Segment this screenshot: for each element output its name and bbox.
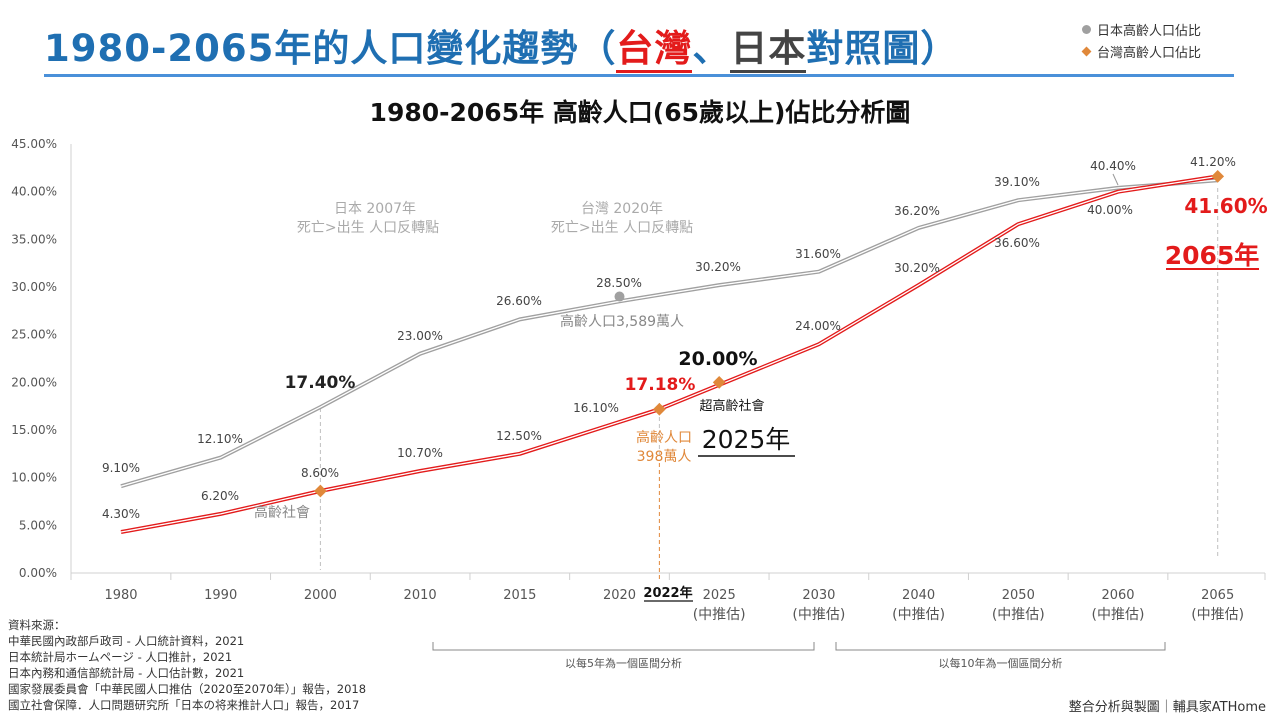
x-tick-label: 2020	[603, 588, 636, 603]
title-underline	[44, 74, 1234, 77]
y-tick-label: 20.00%	[11, 375, 57, 389]
series-line-inner	[120, 179, 1218, 487]
annotation-taiwan-turn: 死亡>出生 人口反轉點	[551, 220, 693, 236]
title-suffix: 對照圖）	[806, 27, 959, 70]
taiwan-data-label: 6.20%	[201, 489, 239, 503]
legend-label-japan: 日本高齡人口佔比	[1097, 23, 1202, 39]
japan-data-label: 39.10%	[994, 175, 1040, 189]
japan-data-label: 41.20%	[1190, 155, 1236, 169]
taiwan-data-label: 12.50%	[496, 429, 542, 443]
annotation-year-2022: 2022年	[643, 585, 692, 601]
annotation-year-2065: 2065年	[1165, 241, 1260, 270]
title-separator: 、	[692, 27, 731, 70]
source-line: 國立社會保障．人口問題研究所「日本の将来推計人口」報告，2017	[8, 698, 360, 712]
interval-label: 以每10年為一個區間分析	[939, 656, 1063, 670]
source-line: 中華民國內政部戶政司 - 人口統計資料，2021	[8, 634, 245, 648]
x-tick-sublabel: (中推估)	[792, 607, 845, 623]
interval-bracket	[835, 642, 1166, 651]
japan-data-label: 40.40%	[1090, 159, 1136, 173]
annotation-taiwan-turn: 台灣 2020年	[581, 201, 663, 217]
chart-legend: 日本高齡人口佔比 台灣高齡人口佔比	[1081, 18, 1202, 62]
taiwan-data-label: 24.00%	[795, 319, 841, 333]
japan-data-label: 9.10%	[102, 461, 140, 475]
label-leader-line	[1112, 173, 1119, 186]
japan-marker-2020	[614, 291, 625, 302]
y-tick-label: 40.00%	[11, 185, 57, 199]
taiwan-data-label: 8.60%	[301, 466, 339, 480]
taiwan-extra-label: 16.10%	[573, 401, 619, 415]
y-tick-label: 10.00%	[11, 471, 57, 485]
main-title: 1980-2065年的人口變化趨勢（台灣、日本對照圖）	[44, 18, 959, 73]
annotation-japan-elderly-count: 高齡人口3,589萬人	[560, 313, 684, 330]
taiwan-extra-label: 20.00%	[678, 348, 757, 370]
x-tick-sublabel: (中推估)	[892, 607, 945, 623]
legend-label-taiwan: 台灣高齡人口佔比	[1097, 45, 1202, 61]
taiwan-marker-2000	[314, 484, 327, 498]
x-tick-label: 1980	[104, 588, 137, 603]
taiwan-marker-2022	[653, 402, 666, 416]
legend-item-japan: 日本高齡人口佔比	[1082, 18, 1201, 40]
x-tick-label: 2060	[1101, 588, 1134, 603]
x-tick-label: 2000	[304, 588, 337, 603]
taiwan-data-label: 36.60%	[994, 236, 1040, 250]
source-line: 日本內務和通信部統計局 - 人口估計數，2021	[8, 666, 245, 680]
x-tick-label: 2010	[404, 588, 437, 603]
y-tick-label: 5.00%	[19, 518, 57, 532]
taiwan-data-label: 30.20%	[894, 261, 940, 275]
legend-marker-japan	[1082, 24, 1091, 34]
x-tick-sublabel: (中推估)	[992, 607, 1045, 623]
y-tick-label: 0.00%	[19, 566, 57, 580]
x-tick-label: 2015	[503, 588, 536, 603]
x-tick-sublabel: (中推估)	[1092, 607, 1145, 623]
source-heading: 資料來源：	[8, 618, 66, 632]
annotation-aged-society: 高齡社會	[254, 504, 310, 521]
taiwan-data-label: 41.60%	[1184, 194, 1267, 218]
chart-title: 1980-2065年 高齡人口(65歲以上)佔比分析圖	[369, 98, 911, 127]
x-tick-label: 2065	[1201, 588, 1234, 603]
title-japan: 日本	[730, 27, 807, 73]
annotation-year-2025: 2025年	[702, 425, 791, 454]
interval-bracket	[432, 642, 815, 651]
title-prefix: 1980-2065年的人口變化趨勢（	[44, 27, 617, 70]
title-taiwan: 台灣	[616, 27, 693, 73]
interval-label: 以每5年為一個區間分析	[565, 656, 682, 670]
y-tick-label: 30.00%	[11, 280, 57, 294]
japan-data-label: 12.10%	[197, 432, 243, 446]
x-tick-label: 2040	[902, 588, 935, 603]
japan-data-label: 17.40%	[285, 373, 356, 393]
x-tick-label: 2030	[802, 588, 835, 603]
y-tick-label: 25.00%	[11, 328, 57, 342]
y-tick-label: 45.00%	[11, 137, 57, 151]
x-tick-label: 1990	[204, 588, 237, 603]
x-tick-sublabel: (中推估)	[1191, 607, 1244, 623]
y-tick-label: 35.00%	[11, 232, 57, 246]
taiwan-data-label: 40.00%	[1087, 203, 1133, 217]
japan-data-label: 36.20%	[894, 204, 940, 218]
credit: 整合分析與製圖｜輔具家ATHome	[1068, 700, 1266, 715]
japan-data-label: 26.60%	[496, 294, 542, 308]
x-tick-label: 2025	[703, 588, 736, 603]
japan-data-label: 28.50%	[596, 276, 642, 290]
annotation-japan-turn: 死亡>出生 人口反轉點	[297, 220, 439, 236]
japan-data-label: 31.60%	[795, 247, 841, 261]
japan-data-label: 30.20%	[695, 260, 741, 274]
x-tick-sublabel: (中推估)	[693, 607, 746, 623]
annotation-taiwan-elderly-count: 398萬人	[637, 449, 692, 465]
data-sources: 資料來源： 中華民國內政部戶政司 - 人口統計資料，2021 日本統計局ホームペ…	[8, 617, 366, 713]
taiwan-data-label: 4.30%	[102, 507, 140, 521]
taiwan-data-label: 17.18%	[625, 375, 696, 395]
annotation-taiwan-elderly: 高齡人口	[636, 429, 692, 446]
y-tick-label: 15.00%	[11, 423, 57, 437]
legend-item-taiwan: 台灣高齡人口佔比	[1081, 40, 1202, 62]
taiwan-data-label: 10.70%	[397, 446, 443, 460]
annotation-japan-turn: 日本 2007年	[334, 201, 416, 217]
japan-data-label: 23.00%	[397, 329, 443, 343]
x-tick-label: 2050	[1002, 588, 1035, 603]
source-line: 日本統計局ホームページ - 人口推計，2021	[8, 650, 233, 664]
annotation-super-aged-society: 超高齡社會	[699, 398, 764, 414]
source-line: 國家發展委員會「中華民國人口推估（2020至2070年）」報告，2018	[8, 682, 367, 696]
